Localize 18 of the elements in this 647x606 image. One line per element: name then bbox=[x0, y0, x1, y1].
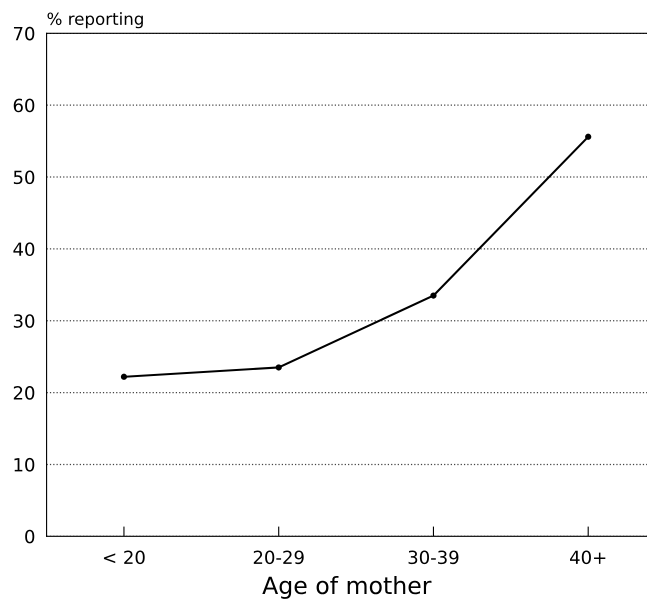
y-tick-label: 60 bbox=[14, 98, 34, 112]
x-tick-label: 30-39 bbox=[408, 550, 458, 564]
point bbox=[585, 134, 592, 140]
y-tick-label: 20 bbox=[14, 386, 34, 400]
y-axis-title: % reporting bbox=[48, 12, 143, 28]
y-tick-label: 10 bbox=[14, 458, 34, 472]
x-axis-title: Age of mother bbox=[262, 576, 432, 599]
y-tick-label: 40 bbox=[13, 242, 34, 256]
y-tick-label: 50 bbox=[14, 170, 34, 184]
y-tick-label: 30 bbox=[14, 314, 34, 328]
point bbox=[120, 374, 128, 380]
x-tick-label: 40+ bbox=[570, 550, 606, 564]
x-tick-label: 20-29 bbox=[254, 550, 304, 564]
point bbox=[430, 292, 437, 299]
y-tick-label: 0 bbox=[25, 530, 34, 544]
point bbox=[276, 364, 282, 371]
x-tick-label: < 20 bbox=[104, 550, 145, 564]
y-tick-label: 70 bbox=[14, 26, 34, 40]
